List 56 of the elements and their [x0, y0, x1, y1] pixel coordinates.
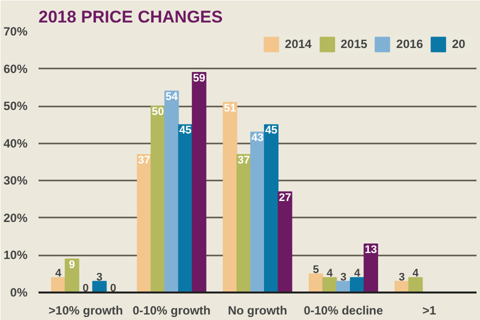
data-label: 54 — [166, 91, 179, 104]
bar — [278, 191, 292, 292]
x-tick-label: >1 — [422, 304, 436, 318]
data-label: 3 — [398, 271, 405, 284]
data-label: 9 — [68, 258, 76, 271]
data-label: 59 — [192, 72, 206, 85]
y-tick-label: 40% — [3, 136, 28, 150]
legend-label: 2016 — [396, 37, 423, 51]
y-tick-label: 10% — [3, 248, 28, 262]
data-label: 13 — [364, 244, 377, 256]
data-label: 0 — [110, 282, 116, 294]
data-label: 27 — [278, 192, 292, 204]
data-label: 4 — [55, 268, 62, 280]
data-label: 4 — [354, 268, 362, 280]
chart-title: 2018 PRICE CHANGES — [38, 8, 223, 26]
data-label: 37 — [138, 154, 150, 167]
x-tick-label: No growth — [228, 304, 288, 318]
x-tick-label: 0-10% growth — [132, 304, 211, 318]
legend-label: 2015 — [340, 37, 368, 51]
bar — [150, 106, 166, 292]
data-label: 51 — [224, 102, 236, 114]
y-tick-label: 0% — [10, 286, 28, 300]
x-tick-label: 0-10% decline — [304, 304, 384, 318]
bar — [136, 154, 152, 292]
bar — [364, 244, 378, 292]
bar — [164, 90, 179, 292]
data-label: 37 — [238, 154, 250, 167]
data-label: 50 — [152, 106, 164, 118]
bar — [264, 124, 278, 292]
bar — [322, 277, 337, 292]
bar — [192, 72, 206, 292]
data-label: 4 — [326, 268, 334, 280]
legend-label: 20 — [452, 37, 466, 51]
data-label: 45 — [265, 124, 278, 137]
bar — [51, 277, 66, 292]
data-label: 43 — [251, 132, 264, 144]
y-tick-label: 30% — [3, 174, 28, 188]
y-tick-label: 60% — [3, 62, 28, 76]
data-label: 4 — [412, 268, 420, 280]
bar — [178, 124, 193, 292]
data-label: 3 — [340, 271, 346, 284]
bar — [308, 273, 324, 292]
x-tick-label: >10% growth — [48, 304, 123, 318]
data-label: 45 — [179, 124, 192, 137]
data-label: 0 — [82, 282, 89, 294]
data-label: 5 — [312, 264, 319, 276]
bar — [408, 277, 423, 292]
bar — [236, 154, 251, 292]
data-label: 3 — [96, 271, 103, 284]
bar — [92, 280, 107, 292]
bar — [250, 132, 265, 292]
y-tick-label: 20% — [3, 210, 28, 225]
bar — [222, 102, 238, 292]
y-tick-label: 50% — [3, 99, 28, 114]
legend-label: 2014 — [284, 37, 312, 51]
y-tick-label: 70% — [3, 24, 28, 38]
